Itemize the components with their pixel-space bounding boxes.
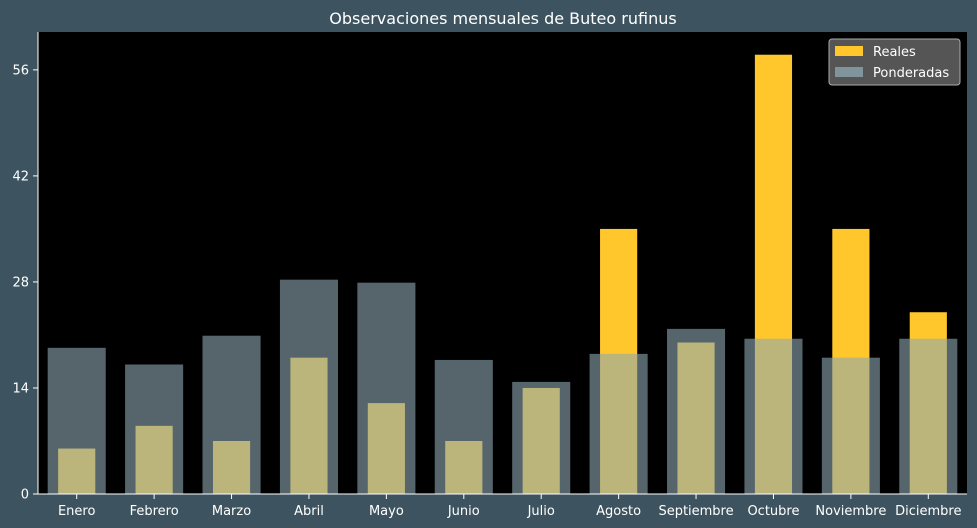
legend: Reales Ponderadas [828, 38, 961, 86]
x-tick-label: Mayo [369, 504, 404, 519]
y-tick-label: 56 [12, 63, 29, 78]
chart-title: Observaciones mensuales de Buteo rufinus [329, 9, 676, 28]
bar-ponderadas-diciembre [899, 338, 958, 494]
bars-group [47, 54, 958, 494]
x-tick-label: Marzo [212, 504, 251, 519]
y-tick-label: 14 [12, 381, 29, 396]
plot-area [38, 32, 967, 494]
bar-ponderadas-agosto [589, 353, 648, 494]
y-axis: 0 14 28 42 56 [12, 32, 39, 503]
bar-ponderadas-noviembre [821, 357, 880, 494]
legend-label-ponderadas: Ponderadas [873, 66, 949, 81]
y-tick-label: 42 [12, 169, 29, 184]
bar-ponderadas-marzo [202, 335, 261, 494]
bar-ponderadas-septiembre [667, 328, 726, 494]
x-tick-label: Octubre [747, 504, 799, 519]
x-tick-label: Abril [294, 504, 324, 519]
bar-ponderadas-febrero [125, 364, 184, 494]
x-tick-label: Julio [527, 504, 555, 519]
bar-ponderadas-julio [512, 381, 571, 494]
bar-ponderadas-enero [47, 347, 106, 494]
x-tick-label: Noviembre [815, 504, 886, 519]
x-tick-label: Enero [58, 504, 96, 519]
x-tick-label: Junio [447, 504, 480, 519]
bar-ponderadas-junio [434, 359, 493, 494]
x-tick-label: Agosto [596, 504, 641, 519]
y-tick-label: 0 [21, 488, 29, 503]
x-axis: Enero Febrero Marzo Abril Mayo Junio Julio Agos… [38, 493, 967, 519]
x-tick-label: Diciembre [895, 504, 961, 519]
x-tick-label: Septiembre [658, 504, 733, 519]
legend-swatch-ponderadas [835, 67, 863, 77]
bar-ponderadas-mayo [357, 282, 416, 494]
bar-ponderadas-octubre [744, 338, 803, 494]
y-tick-label: 28 [12, 275, 29, 290]
legend-label-reales: Reales [873, 45, 916, 60]
bar-ponderadas-abril [279, 279, 338, 494]
legend-swatch-reales [835, 46, 863, 56]
x-tick-label: Febrero [130, 504, 179, 519]
